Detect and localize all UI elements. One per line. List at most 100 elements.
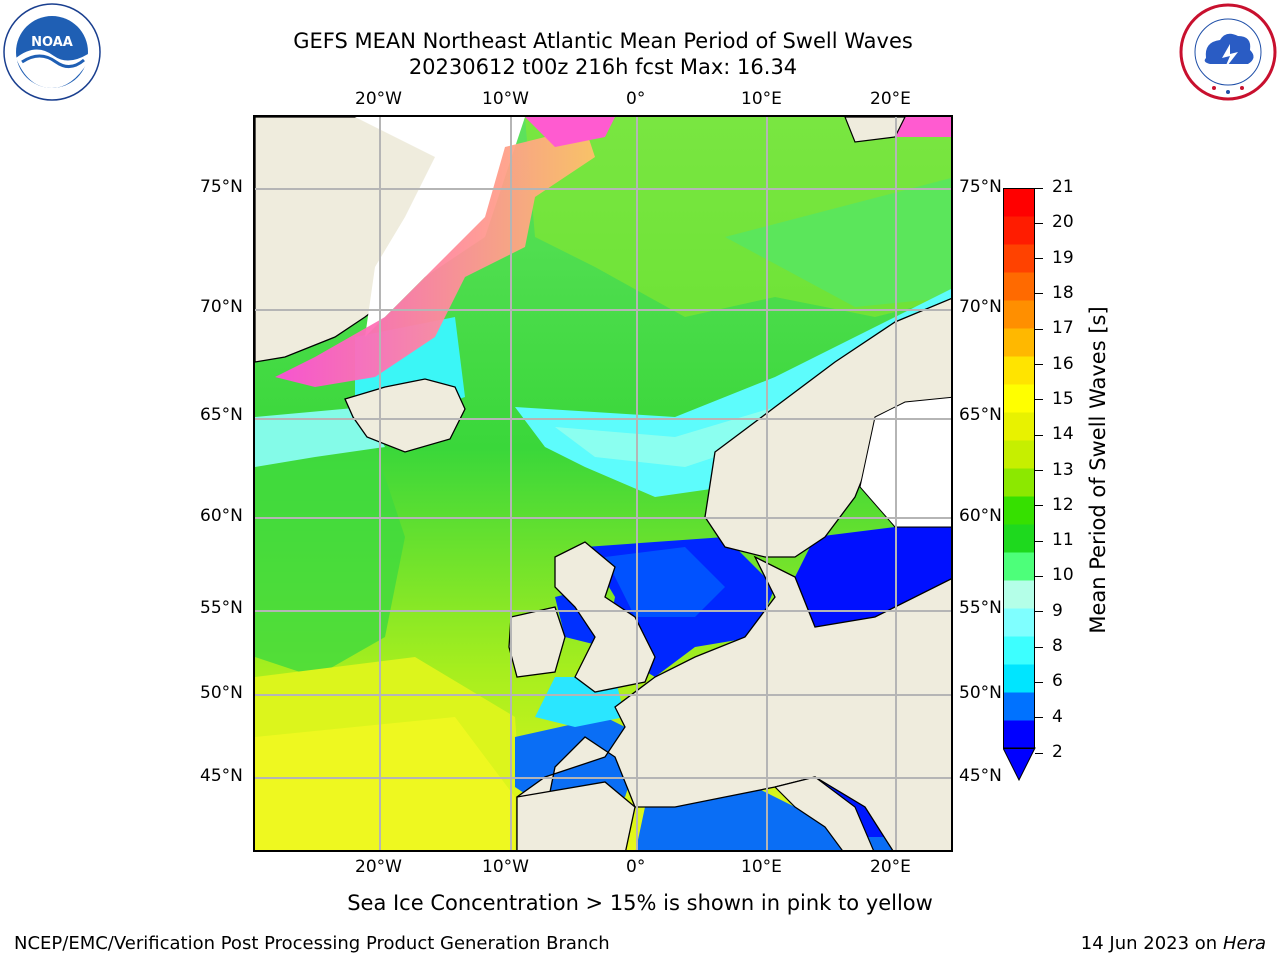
colorbar-segment	[1003, 328, 1035, 357]
lon-label-bottom-20e: 20°E	[870, 857, 911, 877]
colorbar-tick-mark	[1035, 222, 1043, 224]
lat-label-right-55n: 55°N	[959, 598, 1002, 618]
footer-machine: Hera	[1222, 933, 1266, 954]
colorbar-segment	[1003, 216, 1035, 245]
nws-logo	[1179, 3, 1277, 101]
colorbar-segment	[1003, 384, 1035, 413]
chart-title: GEFS MEAN Northeast Atlantic Mean Period…	[293, 29, 913, 53]
colorbar-tick-label: 16	[1052, 353, 1074, 374]
colorbar-tick-mark	[1035, 399, 1043, 401]
colorbar-tick-mark	[1035, 575, 1043, 577]
colorbar-tick-label: 21	[1052, 177, 1074, 197]
colorbar-tick-mark	[1035, 681, 1043, 683]
sea-ice-area	[355, 117, 525, 337]
lon-label-bottom-20w: 20°W	[355, 857, 402, 877]
colorbar-segment	[1003, 580, 1035, 609]
colorbar-extend-arrow	[1003, 747, 1036, 782]
colorbar-tick-label: 9	[1052, 600, 1063, 621]
colorbar-tick-mark	[1035, 646, 1043, 648]
footer-date: 14 Jun 2023 on Hera	[1081, 933, 1266, 954]
colorbar-tick-label: 18	[1052, 282, 1074, 303]
colorbar-tick-mark	[1035, 434, 1043, 436]
lat-label-left-50n: 50°N	[200, 683, 243, 703]
lat-label-left-60n: 60°N	[200, 506, 243, 526]
colorbar-tick-label: 20	[1052, 212, 1074, 233]
lat-label-left-45n: 45°N	[200, 766, 243, 786]
colorbar-segment	[1003, 664, 1035, 693]
great-britain-land	[554, 541, 656, 693]
lon-label-top-10w: 10°W	[482, 89, 529, 109]
footer-credit: NCEP/EMC/Verification Post Processing Pr…	[14, 933, 610, 954]
lat-label-left-75n: 75°N	[200, 177, 243, 197]
colorbar-segment	[1003, 300, 1035, 329]
colorbar-tick-label: 12	[1052, 494, 1074, 515]
colorbar-segment	[1003, 272, 1035, 301]
lon-label-top-0: 0°	[626, 89, 646, 109]
graticule	[255, 117, 951, 850]
colorbar-tick-mark	[1035, 328, 1043, 330]
colorbar-tick-mark	[1035, 611, 1043, 613]
sea-ice-footnote: Sea Ice Concentration > 15% is shown in …	[347, 891, 933, 915]
colorbar-segment	[1003, 720, 1035, 749]
lat-label-left-55n: 55°N	[200, 598, 243, 618]
colorbar	[1003, 188, 1036, 782]
colorbar-tick-label: 11	[1052, 530, 1074, 551]
colorbar-tick-label: 8	[1052, 636, 1063, 657]
italy-land	[773, 776, 874, 850]
lat-label-right-60n: 60°N	[959, 506, 1002, 526]
colorbar-segment	[1003, 608, 1035, 637]
iceland-land	[344, 378, 466, 453]
svg-text:NOAA: NOAA	[31, 35, 73, 50]
lon-label-bottom-0: 0°	[626, 857, 646, 877]
colorbar-tick-label: 17	[1052, 318, 1074, 339]
footer-date-text: 14 Jun 2023 on	[1080, 933, 1218, 954]
colorbar-tick-mark	[1035, 752, 1043, 754]
colorbar-segment	[1003, 244, 1035, 273]
lon-label-top-20w: 20°W	[355, 89, 402, 109]
colorbar-tick-label: 10	[1052, 565, 1074, 586]
lon-label-bottom-10e: 10°E	[741, 857, 782, 877]
colorbar-tick-mark	[1035, 293, 1043, 295]
colorbar-tick-label: 14	[1052, 424, 1074, 445]
colorbar-tick-mark	[1035, 540, 1043, 542]
sea-ice-edge	[275, 127, 595, 387]
colorbar-title: Mean Period of Swell Waves [s]	[1086, 306, 1110, 634]
ireland-land	[508, 606, 566, 678]
colorbar-segment	[1003, 356, 1035, 385]
colorbar-tick-mark	[1035, 470, 1043, 471]
swell-period-map	[255, 117, 951, 850]
colorbar-tick-label: 2	[1052, 742, 1063, 762]
lat-label-left-65n: 65°N	[200, 405, 243, 425]
colorbar-tick-label: 19	[1052, 247, 1074, 268]
colorbar-segment	[1003, 496, 1035, 525]
map-panel	[253, 115, 953, 852]
lon-label-bottom-10w: 10°W	[482, 857, 529, 877]
lon-label-top-20e: 20°E	[870, 89, 911, 109]
chart-subtitle: 20230612 t00z 216h fcst Max: 16.34	[408, 55, 798, 79]
iberia-land	[516, 781, 636, 850]
colorbar-tick-mark	[1035, 505, 1043, 507]
colorbar-segment	[1003, 552, 1035, 581]
colorbar-tick-label: 4	[1052, 706, 1063, 727]
lat-label-right-65n: 65°N	[959, 405, 1002, 425]
lat-label-right-75n: 75°N	[959, 177, 1002, 197]
colorbar-segment	[1003, 468, 1035, 497]
colorbar-tick-label: 6	[1052, 671, 1063, 692]
colorbar-segment	[1003, 188, 1035, 217]
lat-label-left-70n: 70°N	[200, 297, 243, 317]
colorbar-tick-mark	[1035, 258, 1043, 260]
colorbar-tick-label: 15	[1052, 388, 1074, 409]
colorbar-tick-mark	[1035, 364, 1043, 366]
lat-label-right-70n: 70°N	[959, 297, 1002, 317]
colorbar-segment	[1003, 692, 1035, 721]
colorbar-tick-label: 13	[1052, 459, 1074, 480]
colorbar-segment	[1003, 440, 1035, 469]
lat-label-right-45n: 45°N	[959, 766, 1002, 786]
lat-label-right-50n: 50°N	[959, 683, 1002, 703]
noaa-logo: NOAA	[3, 3, 101, 101]
colorbar-tick-mark	[1035, 717, 1043, 719]
lon-label-top-10e: 10°E	[741, 89, 782, 109]
colorbar-segment	[1003, 636, 1035, 665]
colorbar-tick-mark	[1035, 187, 1043, 189]
colorbar-segment	[1003, 524, 1035, 553]
